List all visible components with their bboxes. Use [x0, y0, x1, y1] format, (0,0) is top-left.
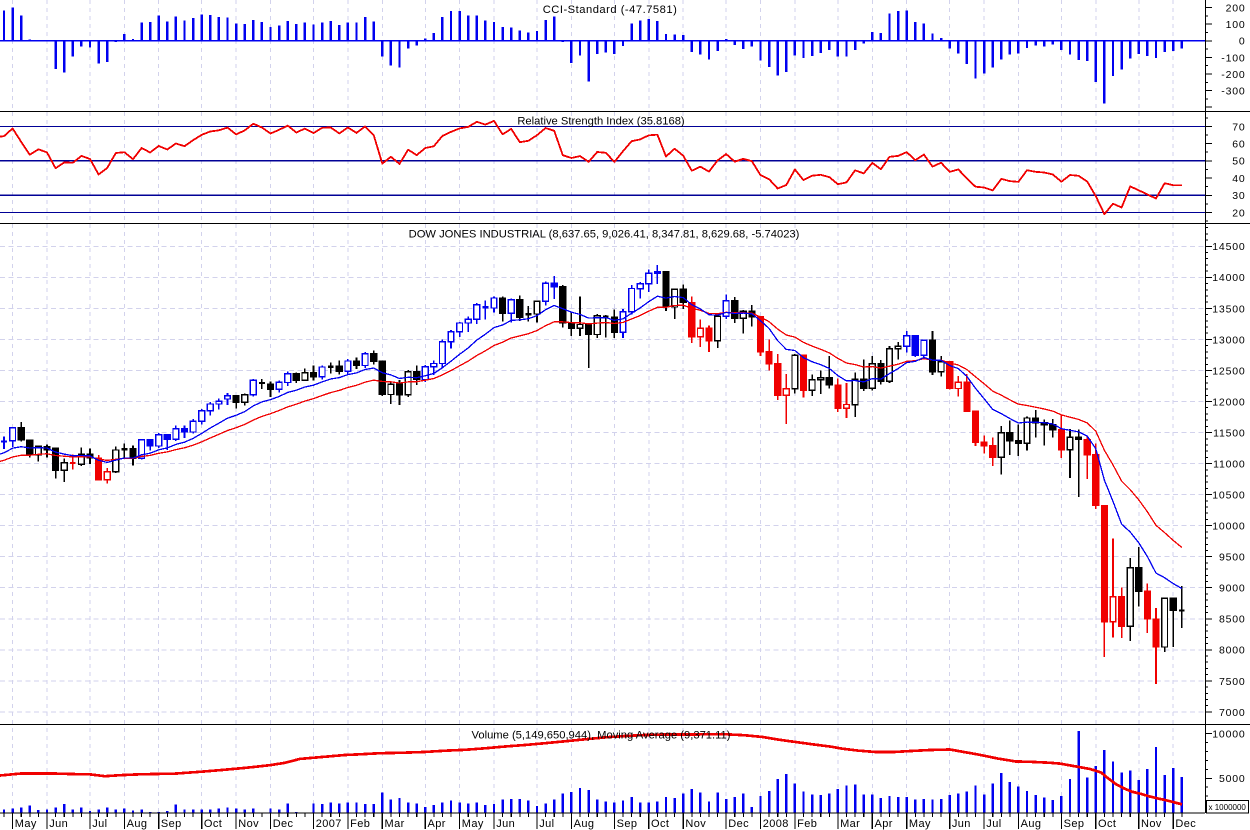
svg-text:8500: 8500	[1219, 614, 1246, 626]
svg-text:Jun: Jun	[952, 818, 971, 830]
svg-text:40: 40	[1232, 173, 1245, 185]
svg-text:Apr: Apr	[428, 818, 446, 830]
svg-text:30: 30	[1232, 190, 1245, 202]
svg-text:Jun: Jun	[496, 818, 515, 830]
svg-text:May: May	[462, 818, 484, 830]
svg-text:11500: 11500	[1213, 427, 1245, 439]
svg-text:0: 0	[1239, 36, 1246, 48]
svg-text:10000: 10000	[1212, 729, 1245, 741]
svg-text:Mar: Mar	[385, 818, 405, 830]
svg-text:10500: 10500	[1212, 490, 1245, 502]
svg-text:Oct: Oct	[1098, 818, 1116, 830]
svg-text:20: 20	[1232, 207, 1245, 219]
svg-text:Jun: Jun	[49, 818, 68, 830]
svg-text:9500: 9500	[1219, 552, 1246, 564]
svg-text:8000: 8000	[1219, 645, 1246, 657]
svg-text:-300: -300	[1221, 86, 1245, 98]
svg-text:9000: 9000	[1219, 583, 1246, 595]
svg-text:DOW JONES INDUSTRIAL (8,637.65: DOW JONES INDUSTRIAL (8,637.65, 9,026.41…	[409, 229, 800, 241]
svg-text:Feb: Feb	[797, 818, 817, 830]
svg-text:12000: 12000	[1212, 396, 1245, 408]
svg-text:Sep: Sep	[617, 818, 638, 830]
svg-text:2008: 2008	[763, 818, 789, 830]
svg-text:Aug: Aug	[1021, 818, 1042, 830]
svg-text:Sep: Sep	[1064, 818, 1085, 830]
svg-text:Nov: Nov	[1141, 818, 1162, 830]
svg-text:Aug: Aug	[127, 818, 148, 830]
svg-text:12500: 12500	[1212, 365, 1245, 377]
svg-text:2007: 2007	[316, 818, 342, 830]
svg-text:Nov: Nov	[238, 818, 259, 830]
svg-text:Relative Strength Index (35.81: Relative Strength Index (35.8168)	[517, 116, 685, 128]
svg-text:May: May	[909, 818, 931, 830]
svg-text:11000: 11000	[1213, 459, 1245, 471]
svg-text:5000: 5000	[1219, 773, 1246, 785]
svg-text:Aug: Aug	[574, 818, 595, 830]
svg-text:13000: 13000	[1212, 334, 1245, 346]
svg-text:Oct: Oct	[651, 818, 669, 830]
svg-text:Feb: Feb	[350, 818, 370, 830]
svg-text:-100: -100	[1221, 52, 1245, 64]
svg-text:Oct: Oct	[204, 818, 222, 830]
svg-text:Dec: Dec	[1175, 818, 1196, 830]
svg-text:50: 50	[1232, 156, 1245, 168]
svg-text:200: 200	[1226, 3, 1246, 15]
svg-text:Sep: Sep	[161, 818, 182, 830]
svg-text:14500: 14500	[1212, 241, 1245, 253]
svg-text:Mar: Mar	[840, 818, 860, 830]
svg-text:Jul: Jul	[539, 818, 554, 830]
svg-text:13500: 13500	[1212, 303, 1245, 315]
svg-text:Jul: Jul	[986, 818, 1001, 830]
svg-text:Jul: Jul	[92, 818, 107, 830]
svg-text:70: 70	[1232, 121, 1245, 133]
svg-text:60: 60	[1232, 139, 1245, 151]
svg-text:Volume (5,149,650,944), Moving: Volume (5,149,650,944), Moving Average (…	[472, 730, 731, 742]
svg-text:Dec: Dec	[273, 818, 294, 830]
svg-text:100: 100	[1226, 19, 1246, 31]
svg-text:x 1000000: x 1000000	[1209, 803, 1247, 812]
svg-text:7500: 7500	[1219, 676, 1246, 688]
svg-text:14000: 14000	[1212, 272, 1245, 284]
svg-text:-200: -200	[1221, 69, 1245, 81]
svg-text:Apr: Apr	[875, 818, 893, 830]
svg-text:Dec: Dec	[728, 818, 749, 830]
svg-text:7000: 7000	[1219, 707, 1246, 719]
svg-text:CCI-Standard (-47.7581): CCI-Standard (-47.7581)	[543, 4, 678, 16]
svg-text:May: May	[15, 818, 37, 830]
svg-text:10000: 10000	[1212, 521, 1245, 533]
svg-text:Nov: Nov	[685, 818, 706, 830]
